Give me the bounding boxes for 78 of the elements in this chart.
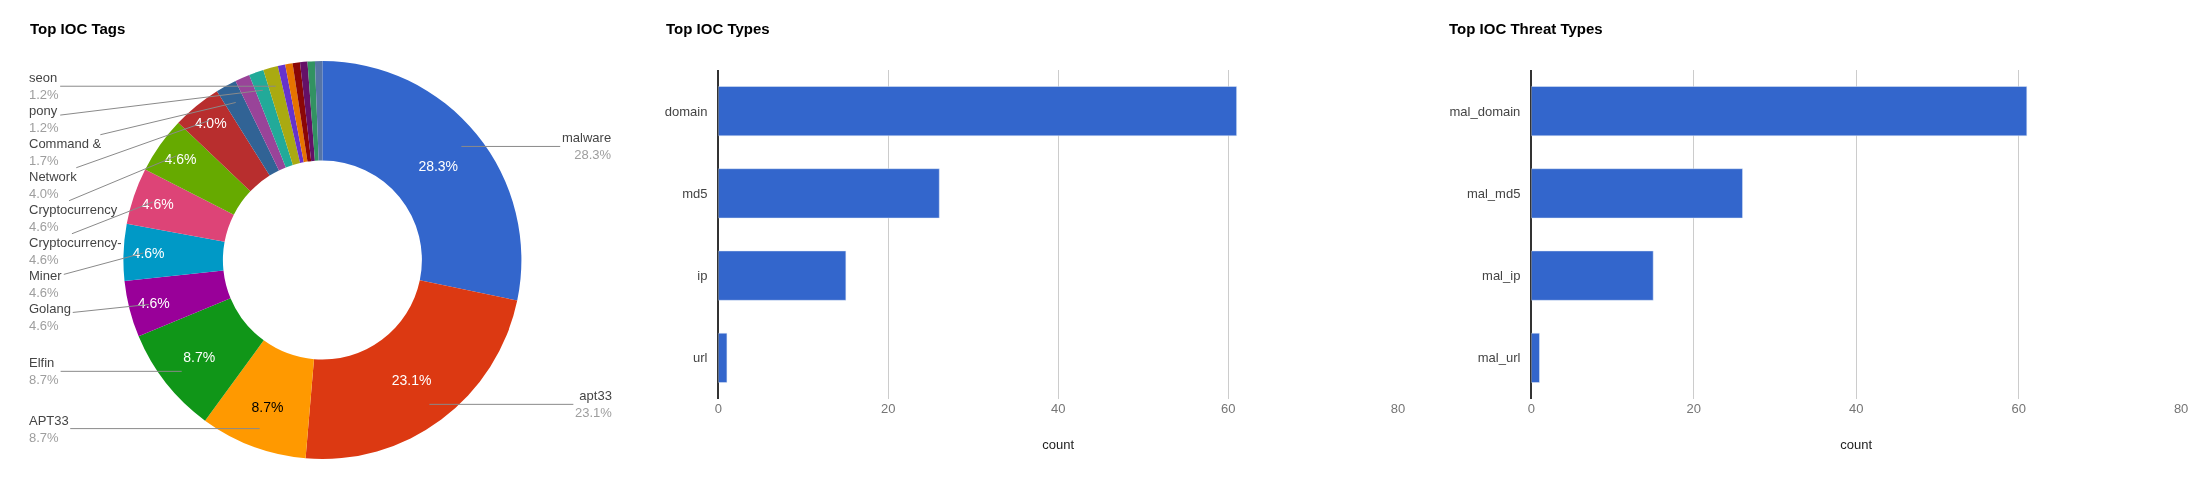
data-label: 4.0%: [194, 114, 227, 131]
x-tick-label: 40: [1051, 401, 1066, 416]
slice-label: Cryptocurrency: [29, 202, 118, 217]
text: 8.7%: [29, 429, 59, 445]
donut-slice: [126, 169, 234, 242]
bar: [1531, 332, 1540, 383]
bar: [718, 250, 847, 301]
slice-label: Network: [29, 169, 78, 184]
donut-slice: [305, 280, 518, 459]
data-label: 1.2%: [29, 86, 60, 102]
text: 8.7%: [29, 371, 59, 387]
slice-label: Elfin: [29, 355, 55, 370]
donut-slice: [124, 270, 231, 337]
donut-slice: [123, 223, 225, 281]
bar: [1531, 168, 1743, 219]
data-label: 8.7%: [183, 348, 216, 365]
text: 4.6%: [29, 317, 59, 333]
slice-label: Cryptocurrency-: [29, 235, 122, 250]
y-tick-label: mal_url: [1477, 350, 1521, 366]
data-label: 23.1%: [391, 371, 432, 388]
slice-label: Golang: [29, 301, 71, 316]
donut-slice: [307, 61, 319, 161]
text: 23.1%: [575, 404, 612, 420]
chart-title: Top IOC Types: [666, 20, 770, 37]
text: 28.3%: [574, 146, 612, 162]
data-label: 4.6%: [132, 245, 165, 262]
bar: [1531, 250, 1654, 301]
y-tick-label: mal_ip: [1482, 268, 1521, 284]
y-tick-label: domain: [664, 103, 708, 119]
text: 4.0%: [29, 185, 59, 201]
x-tick-label: 60: [2011, 401, 2026, 416]
x-tick-label: 40: [1849, 401, 1864, 416]
donut-slice: [285, 63, 308, 163]
data-label: 8.7%: [251, 398, 284, 415]
donut-slice: [249, 69, 293, 168]
donut-slice: [263, 66, 301, 165]
x-tick-label: 20: [1686, 401, 1702, 416]
text: 4.6%: [29, 251, 59, 267]
data-label: 4.6%: [164, 151, 197, 168]
bar: [718, 86, 1237, 137]
data-label: 4.6%: [141, 195, 174, 212]
donut-slice: [235, 74, 286, 171]
data-label: 28.3%: [418, 157, 459, 174]
x-tick-label: 0: [714, 401, 723, 416]
bar: [718, 168, 940, 219]
data-label: 1.2%: [29, 119, 60, 135]
donut-slice: [292, 62, 312, 162]
x-axis-title: count: [1042, 436, 1075, 452]
y-tick-label: ip: [697, 268, 708, 284]
chart-title: Top IOC Tags: [30, 20, 126, 37]
data-label: 4.6%: [137, 294, 170, 311]
donut-slice: [322, 60, 522, 301]
donut-slice: [314, 60, 323, 161]
x-tick-label: 80: [1390, 401, 1406, 416]
x-tick-label: 0: [1527, 401, 1535, 416]
x-tick-label: 60: [1220, 401, 1236, 416]
donut-slice: [299, 61, 315, 162]
slice-label: seon: [29, 70, 58, 85]
y-tick-label: mal_md5: [1466, 185, 1521, 201]
x-tick-label: 80: [2173, 401, 2189, 416]
y-tick-label: md5: [682, 185, 708, 201]
slice-label: Miner: [29, 268, 63, 283]
slice-label: APT33: [29, 413, 69, 428]
text: 4.6%: [29, 284, 59, 300]
x-axis-title: count: [1840, 436, 1873, 452]
chart-title: Top IOC Threat Types: [1449, 20, 1603, 37]
slice-label: malware: [562, 130, 612, 145]
slice-label: pony: [29, 103, 58, 118]
slice-label: apt33: [579, 388, 612, 403]
data-label: 1.7%: [29, 152, 60, 168]
donut-slice: [277, 64, 304, 164]
text: 4.6%: [29, 218, 59, 234]
x-tick-label: 20: [881, 401, 896, 416]
y-tick-label: mal_domain: [1449, 103, 1521, 119]
slice-label: Command &: [29, 136, 102, 151]
bar: [1531, 86, 2028, 137]
bar: [718, 332, 728, 383]
y-tick-label: url: [692, 350, 708, 366]
